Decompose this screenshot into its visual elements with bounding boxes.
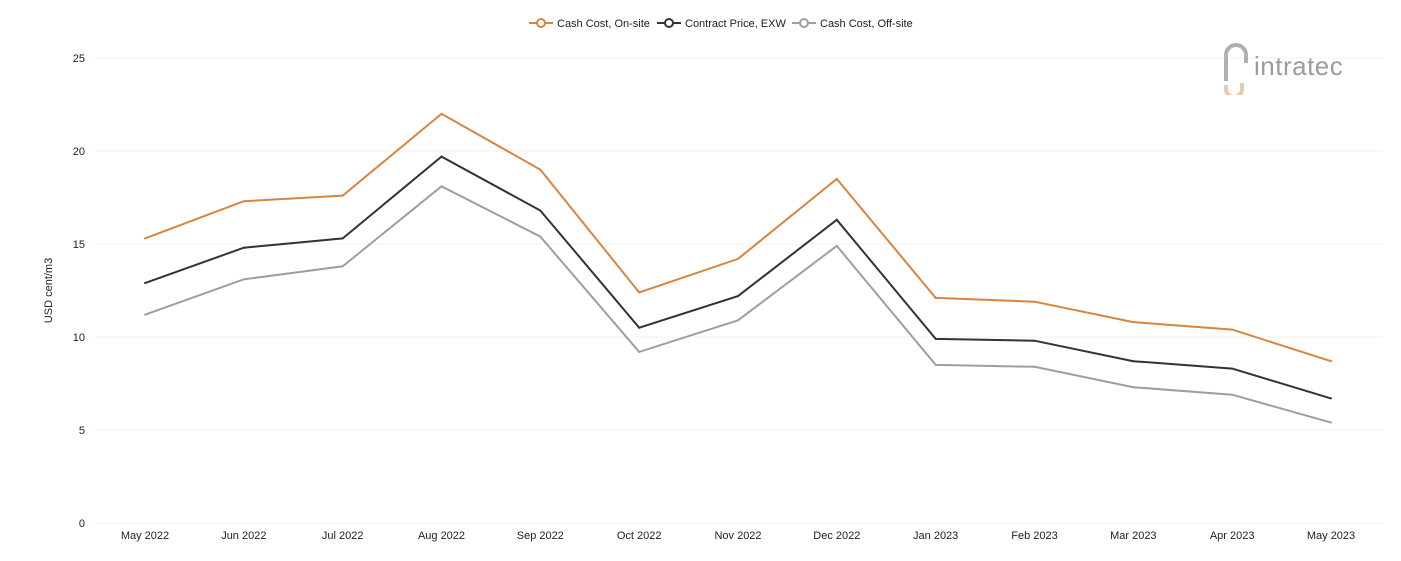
data-point [1132, 386, 1135, 389]
legend-marker [536, 18, 546, 28]
y-tick-label: 5 [79, 425, 85, 437]
data-point [1330, 397, 1332, 400]
series-line-2 [144, 185, 1332, 424]
data-point [1033, 300, 1036, 303]
y-tick-label: 15 [73, 239, 85, 251]
data-point [1132, 321, 1135, 324]
data-point [737, 257, 739, 260]
data-point [440, 155, 443, 158]
x-tick-label: Apr 2023 [1210, 530, 1255, 542]
data-point [638, 291, 641, 294]
legend-marker [664, 18, 674, 28]
x-axis-ticks: May 2022 Jun 2022 Jul 2022 Aug 2022 Sep 2022… [121, 530, 1355, 542]
data-point [737, 319, 739, 322]
data-point [1330, 421, 1332, 424]
data-point [539, 235, 542, 238]
x-tick-label: Jul 2022 [322, 530, 364, 542]
legend[interactable]: Cash Cost, On-site Contract Price, EXW Cas… [529, 18, 913, 30]
x-tick-label: Mar 2023 [1110, 530, 1156, 542]
data-point [835, 244, 838, 247]
data-point [144, 237, 146, 240]
x-tick-label: Oct 2022 [617, 530, 662, 542]
data-point [835, 177, 838, 180]
data-point [1033, 365, 1036, 368]
series-lines [144, 112, 1332, 424]
data-point [539, 168, 542, 171]
y-tick-label: 20 [73, 146, 85, 158]
data-point [341, 237, 344, 240]
legend-item[interactable]: Cash Cost, Off-site [792, 18, 913, 30]
data-point [341, 265, 344, 268]
data-point [1330, 360, 1332, 363]
y-tick-label: 25 [73, 53, 85, 65]
intratec-watermark: intratec [1222, 40, 1344, 99]
y-tick-label: 0 [79, 518, 85, 530]
y-tick-label: 10 [73, 332, 85, 344]
data-point [341, 194, 344, 197]
data-point [242, 246, 245, 249]
data-point [1132, 360, 1135, 363]
data-point [1231, 393, 1234, 396]
legend-item[interactable]: Cash Cost, On-site [529, 18, 650, 30]
legend-label: Contract Price, EXW [685, 18, 786, 30]
data-point [934, 337, 937, 340]
y-axis-title: USD cent/m3 [43, 258, 55, 323]
data-point [835, 218, 838, 221]
intratec-logo-icon [1222, 41, 1252, 99]
data-point [934, 363, 937, 366]
grid-lines [95, 57, 1382, 524]
data-point [737, 295, 739, 298]
intratec-watermark-text: intratec [1254, 50, 1344, 81]
legend-label: Cash Cost, On-site [557, 18, 650, 30]
data-point [934, 296, 937, 299]
legend-item[interactable]: Contract Price, EXW [657, 18, 786, 30]
x-tick-label: Aug 2022 [418, 530, 465, 542]
x-tick-label: May 2022 [121, 530, 169, 542]
data-point [440, 185, 443, 188]
legend-label: Cash Cost, Off-site [820, 18, 913, 30]
data-point [1033, 339, 1036, 342]
data-point [144, 313, 146, 316]
x-tick-label: Jun 2022 [221, 530, 266, 542]
data-point [242, 278, 245, 281]
data-point [242, 200, 245, 203]
y-axis-ticks: 0 5 10 15 20 25 [73, 53, 85, 530]
x-tick-label: Sep 2022 [517, 530, 564, 542]
legend-marker [799, 18, 809, 28]
series-line-1 [144, 155, 1332, 400]
data-point [440, 112, 443, 115]
data-point [144, 282, 146, 285]
x-tick-label: Dec 2022 [813, 530, 860, 542]
data-point [1231, 367, 1234, 370]
x-tick-label: May 2023 [1307, 530, 1355, 542]
data-point [638, 350, 641, 353]
data-point [1231, 328, 1234, 331]
x-tick-label: Nov 2022 [714, 530, 761, 542]
data-point [638, 326, 641, 329]
x-tick-label: Feb 2023 [1011, 530, 1057, 542]
x-tick-label: Jan 2023 [913, 530, 958, 542]
data-point [539, 209, 542, 212]
